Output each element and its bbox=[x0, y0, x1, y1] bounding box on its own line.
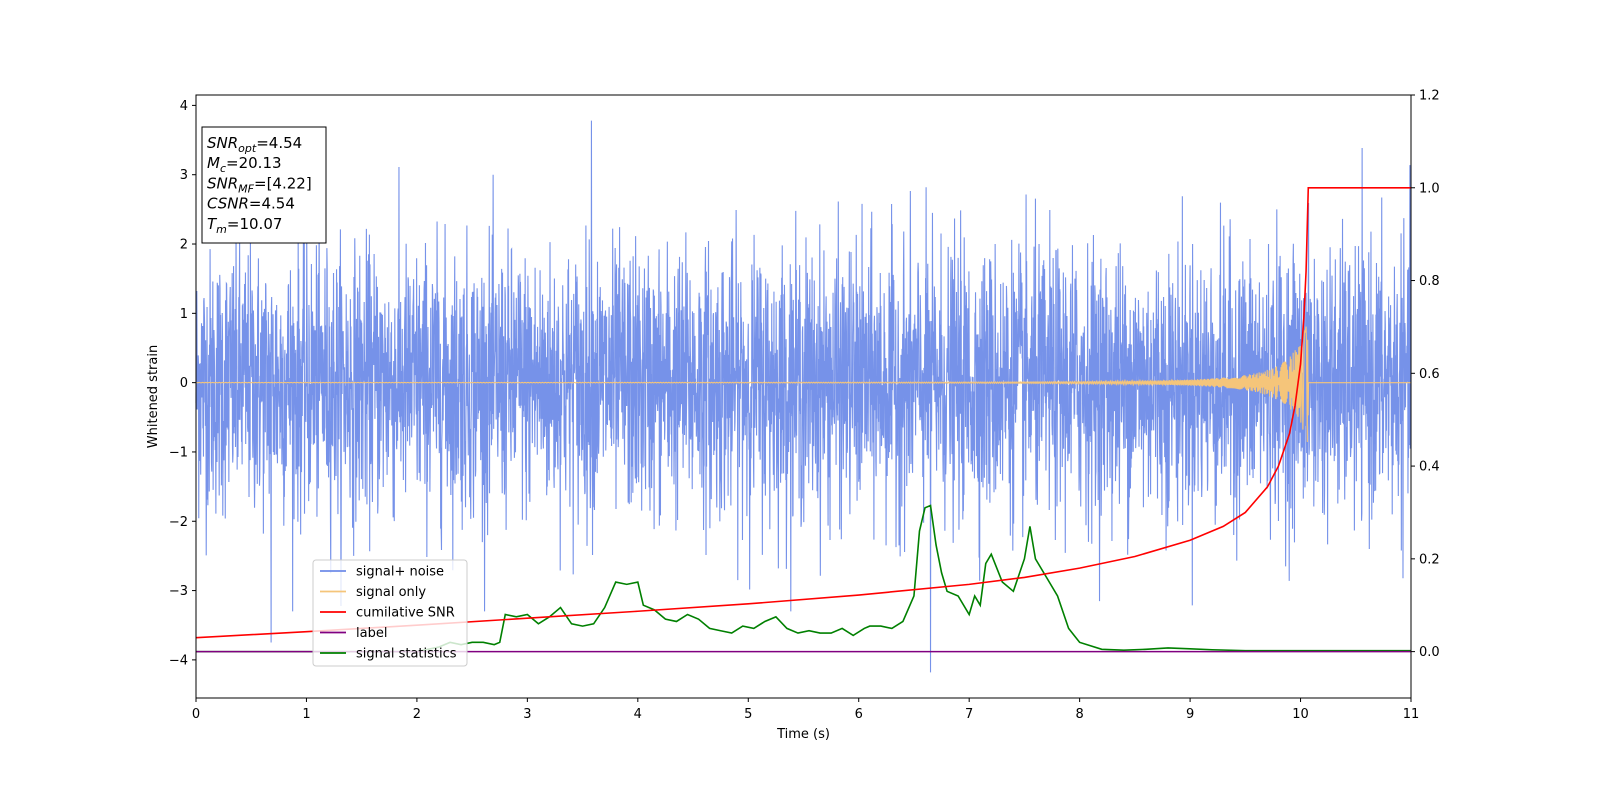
signal-only-line bbox=[195, 326, 1411, 442]
info-line: Tm=10.07 bbox=[207, 215, 282, 236]
x-tick-label: 3 bbox=[523, 707, 531, 722]
info-box: SNRopt=4.54Mc=20.13SNRMF=[4.22]CSNR=4.54… bbox=[201, 126, 327, 244]
info-line: CSNR=4.54 bbox=[207, 195, 295, 213]
y-left-tick-label: 3 bbox=[180, 168, 188, 183]
info-box-frame bbox=[201, 126, 327, 244]
x-axis-label: Time (s) bbox=[776, 727, 830, 742]
info-line: SNRMF=[4.22] bbox=[207, 174, 312, 195]
y-right-tick-label: 0.4 bbox=[1419, 460, 1440, 475]
y-left-tick-label: −1 bbox=[169, 445, 188, 460]
y-right-tick-label: 0.2 bbox=[1419, 552, 1440, 567]
y-left-tick-label: −3 bbox=[169, 584, 188, 599]
cumulative-snr-series bbox=[195, 186, 1411, 639]
x-tick-label: 0 bbox=[192, 707, 200, 722]
y-right-tick-label: 0.0 bbox=[1419, 645, 1440, 660]
y-axis-label: Whitened strain bbox=[146, 345, 161, 448]
legend-entry-label: label bbox=[356, 626, 387, 641]
x-tick-label: 6 bbox=[855, 707, 863, 722]
signal-noise-series bbox=[195, 120, 1412, 673]
x-tick-label: 2 bbox=[413, 707, 421, 722]
cumulative-snr-line bbox=[195, 186, 1411, 639]
x-tick-label: 5 bbox=[744, 707, 752, 722]
x-tick-label: 10 bbox=[1292, 707, 1309, 722]
signal-noise-line bbox=[195, 120, 1412, 673]
y-left-tick-label: 0 bbox=[180, 376, 188, 391]
legend-entry-label: signal statistics bbox=[356, 647, 457, 662]
y-left-tick-label: −4 bbox=[169, 653, 188, 668]
y-left-tick-label: 4 bbox=[180, 99, 188, 114]
x-tick-label: 7 bbox=[965, 707, 973, 722]
x-tick-label: 9 bbox=[1186, 707, 1194, 722]
y-right-tick-label: 0.8 bbox=[1419, 274, 1440, 289]
signal-statistics-series bbox=[196, 504, 1411, 653]
y-left-tick-label: 1 bbox=[180, 307, 188, 322]
legend-entry-label: cumilative SNR bbox=[356, 606, 455, 621]
info-line: SNRopt=4.54 bbox=[207, 134, 302, 155]
y-right-tick-label: 1.2 bbox=[1419, 89, 1440, 104]
legend-entry-label: signal only bbox=[356, 585, 426, 600]
x-tick-label: 11 bbox=[1403, 707, 1420, 722]
legend-frame bbox=[312, 559, 468, 667]
signal-only-series bbox=[195, 326, 1411, 442]
y-right-tick-label: 0.6 bbox=[1419, 367, 1440, 382]
x-tick-label: 8 bbox=[1075, 707, 1083, 722]
x-tick-label: 4 bbox=[634, 707, 642, 722]
legend-entry-label: signal+ noise bbox=[356, 565, 444, 580]
info-line: Mc=20.13 bbox=[207, 154, 282, 175]
legend: signal+ noise signal only cumilative SNR la… bbox=[312, 559, 468, 667]
signal-statistics-line bbox=[196, 504, 1411, 653]
y-right-tick-label: 1.0 bbox=[1419, 181, 1440, 196]
x-tick-label: 1 bbox=[302, 707, 310, 722]
plot-frame bbox=[195, 94, 1412, 699]
axes: 0 1 2 3 4 5 6 7 8 9 10 11 −4 −3 −2 −1 0 1 2 3 4 0.0 0.2 0.4 0.6 0… bbox=[146, 89, 1440, 743]
y-left-tick-label: −2 bbox=[169, 515, 188, 530]
y-left-tick-label: 2 bbox=[180, 238, 188, 253]
